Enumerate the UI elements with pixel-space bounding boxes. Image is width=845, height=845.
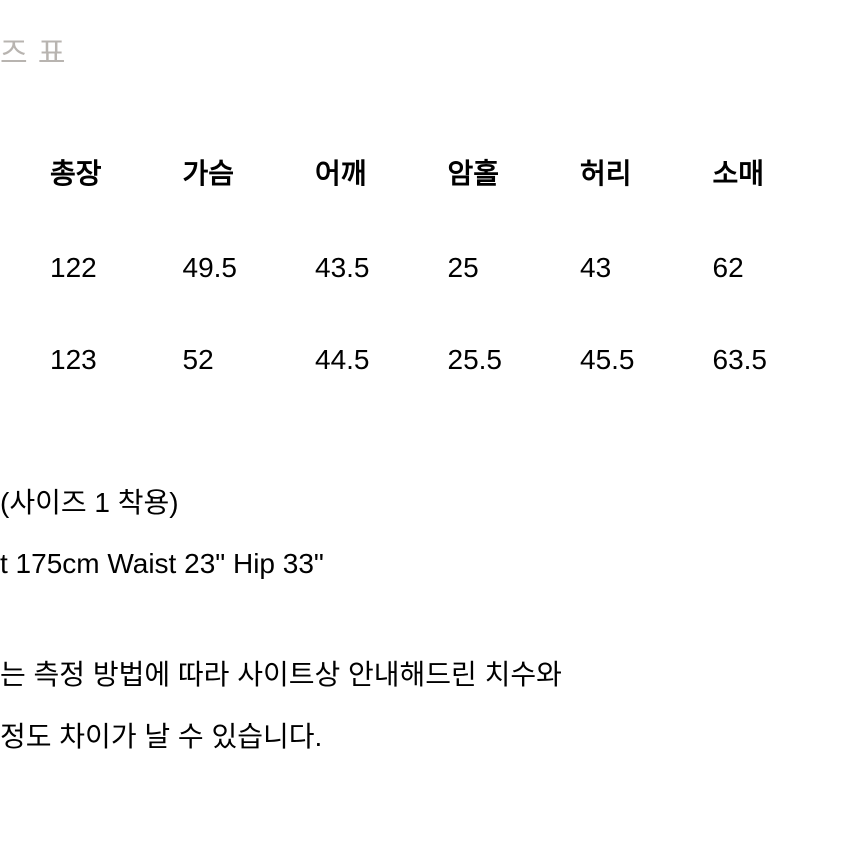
table-cell: 122	[50, 252, 183, 344]
note-disclaimer-2: 정도 차이가 날 수 있습니다.	[0, 710, 845, 771]
table-cell: 52	[183, 344, 316, 436]
col-header: 총장	[50, 152, 183, 252]
table-cell: 49.5	[183, 252, 316, 344]
table-cell: 62	[713, 252, 845, 344]
table-cell: 45.5	[580, 344, 713, 436]
table-row: 123 52 44.5 25.5 45.5 63.5	[50, 344, 845, 436]
table-header-row: 총장 가슴 어깨 암홀 허리 소매	[50, 152, 845, 252]
col-header: 어깨	[315, 152, 448, 252]
table-cell: 25.5	[448, 344, 581, 436]
col-header: 가슴	[183, 152, 316, 252]
col-header: 소매	[713, 152, 845, 252]
note-model-info: t 175cm Waist 23" Hip 33"	[0, 537, 845, 598]
table-row: 122 49.5 43.5 25 43 62	[50, 252, 845, 344]
table-cell: 123	[50, 344, 183, 436]
size-table: 총장 가슴 어깨 암홀 허리 소매 122 49.5 43.5 25 43 62…	[50, 152, 845, 436]
table-cell: 43.5	[315, 252, 448, 344]
page-heading: 즈 표	[0, 0, 845, 72]
notes-section: (사이즈 1 착용) t 175cm Waist 23" Hip 33" 는 측…	[0, 476, 845, 771]
table-cell: 44.5	[315, 344, 448, 436]
table-cell: 63.5	[713, 344, 845, 436]
size-table-container: 총장 가슴 어깨 암홀 허리 소매 122 49.5 43.5 25 43 62…	[0, 152, 845, 436]
note-size-worn: (사이즈 1 착용)	[0, 476, 845, 537]
col-header: 허리	[580, 152, 713, 252]
table-cell: 43	[580, 252, 713, 344]
table-cell: 25	[448, 252, 581, 344]
note-disclaimer-1: 는 측정 방법에 따라 사이트상 안내해드린 치수와	[0, 648, 845, 709]
col-header: 암홀	[448, 152, 581, 252]
